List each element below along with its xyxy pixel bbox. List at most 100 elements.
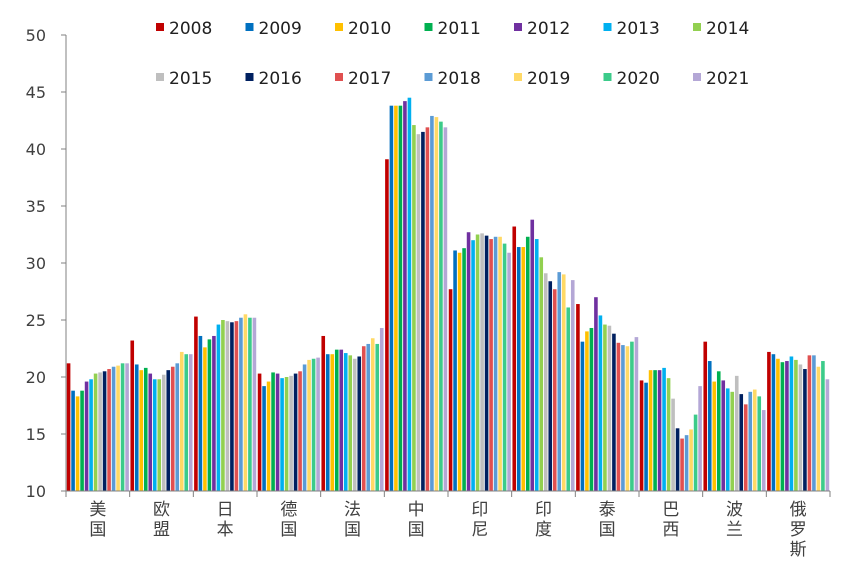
legend-swatch (245, 23, 254, 31)
y-tick-label: 20 (26, 368, 46, 387)
legend-swatch (514, 23, 522, 31)
bar-2016 (484, 235, 489, 491)
legend-item-2008: 2008 (156, 19, 212, 39)
bar-2016 (548, 281, 553, 491)
legend-item-2015: 2015 (156, 69, 212, 89)
bar-2015 (671, 398, 675, 491)
bar-2012 (84, 381, 89, 491)
bar-2012 (275, 373, 280, 491)
bar-2020 (248, 317, 252, 491)
bar-2017 (425, 127, 430, 491)
legend-label: 2008 (169, 19, 212, 39)
bar-2013 (152, 379, 157, 491)
bar-2019 (370, 338, 375, 491)
bar-2013 (280, 378, 284, 491)
bar-2020 (630, 341, 634, 491)
bar-2010 (139, 370, 144, 491)
y-tick-label: 30 (26, 254, 46, 273)
bar-2017 (170, 366, 175, 491)
bar-2019 (498, 236, 502, 491)
bar-2019 (179, 351, 184, 491)
bar-2014 (221, 320, 225, 491)
bar-2017 (361, 346, 366, 491)
bar-2017 (616, 342, 621, 491)
bar-2021 (316, 357, 320, 491)
bar-2012 (594, 297, 598, 491)
legend-item-2011: 2011 (424, 19, 481, 39)
bar-2021 (125, 363, 129, 491)
bar-2016 (675, 428, 680, 491)
bar-2009 (134, 364, 139, 491)
y-tick-label: 50 (26, 26, 46, 45)
y-tick-label: 40 (26, 140, 46, 159)
bar-2011 (80, 390, 84, 491)
legend-item-2021: 2021 (693, 69, 749, 89)
bar-2010 (712, 381, 717, 491)
bar-2014 (666, 378, 671, 491)
x-axis: 美国 欧盟 日本 德国 法国 中国 印尼 印度 泰国 巴西 波兰 俄罗斯 (65, 490, 831, 560)
bar-2018 (684, 435, 689, 491)
legend-item-2014: 2014 (693, 19, 749, 39)
bar-2009 (325, 354, 330, 491)
bar-2011 (462, 248, 466, 491)
bar-2008 (257, 373, 262, 491)
bar-2011 (653, 370, 657, 491)
bar-2016 (230, 322, 234, 491)
bar-2017 (743, 404, 748, 491)
legend-item-2010: 2010 (335, 19, 391, 39)
bar-2020 (502, 243, 507, 491)
bar-2009 (580, 341, 585, 491)
bar-2015 (352, 358, 357, 491)
bar-2011 (398, 105, 403, 492)
bar-2012 (466, 232, 471, 491)
bar-2021 (825, 379, 830, 491)
bar-2020 (693, 414, 698, 491)
bar-2013 (598, 315, 603, 491)
bar-2019 (307, 359, 311, 491)
y-tick-label: 25 (26, 311, 46, 330)
legend-label: 2016 (259, 69, 302, 89)
legend-swatch (424, 73, 433, 81)
bar-2009 (262, 386, 266, 491)
bar-2009 (771, 354, 776, 491)
bar-2018 (111, 366, 116, 491)
bar-2008 (321, 335, 326, 491)
bar-2008 (448, 289, 453, 491)
legend-item-2017: 2017 (335, 69, 391, 89)
category-label: 巴西 (662, 500, 679, 540)
category-label: 德国 (280, 500, 297, 540)
bar-2008 (576, 304, 580, 491)
bar-2018 (748, 391, 753, 491)
category-label: 印尼 (471, 500, 488, 540)
bar-2017 (489, 239, 493, 491)
category-label: 欧盟 (153, 500, 170, 540)
bar-2008 (66, 363, 71, 491)
bar-2010 (585, 331, 589, 491)
bar-2015 (543, 273, 548, 491)
legend: 2008 2009 2010 2011 2012 2013 2014 2015 2016 2017… (156, 19, 749, 89)
legend-label: 2009 (259, 19, 302, 39)
bar-2008 (385, 159, 389, 491)
bar-2013 (534, 239, 539, 491)
bar-2021 (507, 252, 511, 491)
legend-item-2009: 2009 (245, 19, 302, 39)
bar-2013 (471, 240, 475, 491)
bar-2015 (798, 364, 803, 491)
bar-2011 (207, 339, 212, 491)
bar-2012 (339, 349, 344, 491)
bar-2015 (416, 134, 421, 491)
legend-swatch (514, 73, 522, 81)
category-label: 波兰 (726, 500, 743, 540)
bar-2009 (389, 105, 394, 492)
bar-2012 (530, 219, 535, 491)
category-label: 美国 (89, 500, 106, 540)
bar-2019 (116, 365, 120, 491)
bar-2020 (757, 396, 762, 491)
y-tick-label: 10 (26, 482, 46, 501)
bar-2008 (194, 316, 198, 491)
bar-2020 (375, 343, 380, 491)
bar-2014 (539, 257, 544, 491)
bar-2016 (166, 370, 171, 491)
bar-2018 (493, 236, 498, 491)
bar-2014 (412, 125, 416, 491)
